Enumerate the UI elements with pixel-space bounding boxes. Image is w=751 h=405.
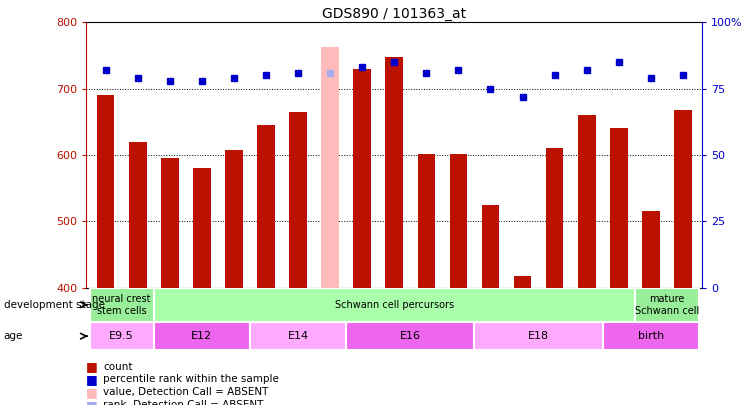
- Text: Schwann cell percursors: Schwann cell percursors: [335, 300, 454, 310]
- Text: age: age: [4, 331, 23, 341]
- Bar: [514, 276, 532, 288]
- Bar: [154, 322, 250, 350]
- Bar: [546, 148, 563, 288]
- Text: ■: ■: [86, 399, 98, 405]
- Bar: [257, 125, 275, 288]
- Bar: [635, 288, 699, 322]
- Bar: [225, 150, 243, 288]
- Text: ■: ■: [86, 386, 98, 399]
- Bar: [642, 211, 659, 288]
- Bar: [475, 322, 603, 350]
- Bar: [193, 168, 210, 288]
- Text: mature
Schwann cell: mature Schwann cell: [635, 294, 699, 315]
- Bar: [674, 110, 692, 288]
- Text: birth: birth: [638, 331, 664, 341]
- Text: E14: E14: [288, 331, 309, 341]
- Bar: [89, 322, 154, 350]
- Bar: [321, 47, 339, 288]
- Text: percentile rank within the sample: percentile rank within the sample: [103, 375, 279, 384]
- Text: development stage: development stage: [4, 300, 104, 310]
- Text: ■: ■: [86, 360, 98, 373]
- Text: neural crest
stem cells: neural crest stem cells: [92, 294, 151, 315]
- Bar: [97, 95, 114, 288]
- Bar: [289, 112, 307, 288]
- Bar: [161, 158, 179, 288]
- Bar: [129, 142, 146, 288]
- Bar: [346, 322, 475, 350]
- Bar: [610, 128, 628, 288]
- Text: E12: E12: [192, 331, 213, 341]
- Text: rank, Detection Call = ABSENT: rank, Detection Call = ABSENT: [103, 401, 264, 405]
- Bar: [89, 288, 154, 322]
- Bar: [354, 69, 371, 288]
- Text: ■: ■: [86, 373, 98, 386]
- Text: value, Detection Call = ABSENT: value, Detection Call = ABSENT: [103, 388, 268, 397]
- Bar: [418, 153, 435, 288]
- Text: E18: E18: [528, 331, 549, 341]
- Bar: [450, 153, 467, 288]
- Bar: [578, 115, 596, 288]
- Text: E9.5: E9.5: [110, 331, 134, 341]
- Bar: [154, 288, 635, 322]
- Bar: [603, 322, 699, 350]
- Text: count: count: [103, 362, 132, 371]
- Bar: [385, 57, 403, 288]
- Bar: [481, 205, 499, 288]
- Bar: [250, 322, 346, 350]
- Title: GDS890 / 101363_at: GDS890 / 101363_at: [322, 7, 466, 21]
- Text: E16: E16: [400, 331, 421, 341]
